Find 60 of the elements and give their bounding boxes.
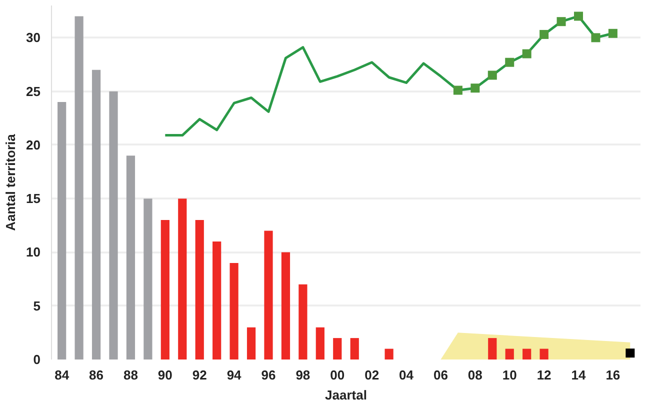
y-axis-title: Aantal territoria	[3, 133, 18, 231]
x-tick-label: 02	[364, 368, 380, 382]
x-tick-label: 00	[330, 368, 345, 382]
bar	[264, 230, 273, 360]
bar	[246, 327, 256, 360]
bar	[160, 220, 170, 360]
bar	[212, 242, 222, 360]
bar	[109, 91, 118, 360]
bar	[522, 348, 532, 360]
bar	[316, 327, 324, 360]
bar	[92, 70, 101, 360]
point	[522, 49, 532, 58]
y-tick-label: 10	[26, 244, 41, 260]
x-tick-label: 96	[261, 368, 276, 382]
x-tick-label: 86	[89, 368, 104, 382]
y-tick-label: 25	[26, 84, 41, 99]
y-tick-label: 20	[26, 137, 41, 152]
bar	[58, 102, 66, 360]
x-tick-label: 14	[571, 368, 586, 382]
point	[556, 17, 566, 26]
x-tick-label: 12	[536, 368, 552, 382]
x-tick-label: 90	[158, 368, 172, 382]
point	[540, 30, 549, 39]
bar	[333, 338, 342, 360]
bar	[384, 348, 394, 360]
point	[453, 86, 462, 95]
point	[470, 84, 480, 93]
bar	[488, 338, 497, 360]
x-tick-label: 10	[502, 368, 517, 382]
point	[591, 33, 600, 42]
bar	[126, 156, 136, 360]
point	[574, 12, 583, 21]
y-tick-label: 0	[33, 352, 41, 367]
point	[608, 28, 618, 38]
point	[505, 58, 514, 67]
y-tick-label: 15	[26, 191, 41, 206]
x-tick-label: 08	[468, 368, 482, 382]
bar	[74, 16, 84, 360]
x-tick-label: 04	[399, 368, 414, 382]
x-tick-label: 92	[192, 368, 207, 382]
x-tick-label: 94	[226, 368, 242, 382]
bar	[178, 198, 187, 360]
bar	[350, 338, 359, 360]
x-tick-label: 06	[433, 368, 448, 382]
bar	[505, 348, 514, 360]
x-tick-label: 98	[296, 368, 310, 382]
bar	[540, 348, 548, 360]
bar	[144, 198, 152, 360]
bar	[195, 220, 204, 360]
x-tick-label: 16	[606, 368, 620, 382]
y-tick-label: 30	[26, 30, 41, 46]
x-tick-label: 84	[54, 368, 70, 382]
bar	[281, 252, 290, 360]
point	[488, 70, 497, 80]
x-tick-label: 88	[123, 368, 138, 382]
point	[626, 348, 635, 358]
x-axis-title: Jaartal	[325, 388, 367, 402]
y-tick-label: 5	[33, 298, 41, 314]
bar	[230, 262, 238, 360]
bar	[298, 284, 308, 360]
